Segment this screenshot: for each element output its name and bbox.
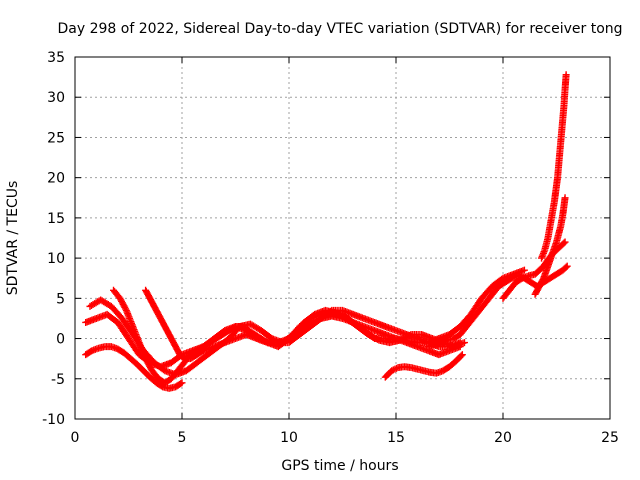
y-tick-label: -10 bbox=[42, 412, 65, 428]
y-tick-label: 5 bbox=[56, 291, 65, 307]
data-point bbox=[457, 352, 465, 360]
data-point bbox=[370, 334, 378, 342]
x-tick-label: 20 bbox=[494, 430, 512, 446]
y-tick-label: 30 bbox=[47, 90, 65, 106]
y-tick-label: 25 bbox=[47, 130, 65, 146]
data-point bbox=[520, 266, 528, 274]
y-tick-labels: -10 -5 0 5 10 15 20 25 30 35 bbox=[42, 50, 65, 428]
data-point bbox=[389, 366, 397, 374]
y-tick-label: 15 bbox=[47, 211, 65, 227]
y-axis-label: SDTVAR / TECUs bbox=[5, 181, 21, 296]
y-tick-label: 20 bbox=[47, 171, 65, 187]
series-track-d bbox=[142, 286, 464, 363]
data-point bbox=[122, 305, 130, 313]
x-tick-label: 15 bbox=[387, 430, 405, 446]
plot-frame bbox=[74, 56, 611, 420]
x-tick-label: 10 bbox=[280, 430, 298, 446]
series-track-i bbox=[531, 194, 569, 298]
data-point bbox=[364, 331, 372, 339]
x-tick-label: 5 bbox=[178, 430, 187, 446]
x-tick-labels: 0 5 10 15 20 25 bbox=[71, 430, 619, 446]
x-tick-label: 25 bbox=[601, 430, 619, 446]
data-point bbox=[562, 263, 570, 271]
x-axis-label: GPS time / hours bbox=[281, 458, 398, 474]
data-point bbox=[560, 239, 568, 247]
data-point bbox=[456, 339, 464, 347]
data-point bbox=[366, 331, 374, 339]
data-point bbox=[367, 332, 375, 340]
data-point bbox=[563, 262, 571, 270]
data-point bbox=[561, 194, 569, 202]
y-tick-label: 0 bbox=[56, 332, 65, 348]
data-point bbox=[372, 335, 380, 343]
data-point bbox=[561, 238, 569, 246]
x-tick-label: 0 bbox=[71, 430, 80, 446]
data-point bbox=[177, 380, 185, 388]
data-point bbox=[369, 333, 377, 341]
data-point bbox=[178, 379, 186, 387]
series-track-f bbox=[381, 351, 466, 381]
y-tick-label: -5 bbox=[51, 372, 65, 388]
data-point bbox=[373, 335, 381, 343]
data-point bbox=[326, 307, 334, 315]
y-tick-label: 10 bbox=[47, 251, 65, 267]
data-point bbox=[393, 364, 401, 372]
data-point bbox=[388, 367, 396, 375]
data-points bbox=[82, 71, 571, 392]
series-track-e bbox=[82, 343, 186, 392]
chart-title: Day 298 of 2022, Sidereal Day-to-day VTE… bbox=[57, 21, 622, 37]
series-track-j bbox=[538, 71, 570, 262]
data-point bbox=[562, 71, 570, 79]
axis-ticks bbox=[74, 56, 611, 420]
y-tick-label: 35 bbox=[47, 50, 65, 66]
data-point bbox=[458, 351, 466, 359]
grid-lines bbox=[75, 57, 610, 419]
data-point bbox=[391, 365, 399, 373]
